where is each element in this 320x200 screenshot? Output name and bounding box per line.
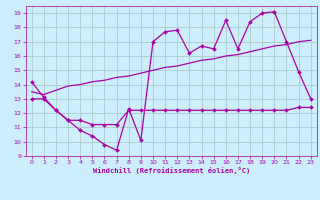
X-axis label: Windchill (Refroidissement éolien,°C): Windchill (Refroidissement éolien,°C): [92, 167, 250, 174]
